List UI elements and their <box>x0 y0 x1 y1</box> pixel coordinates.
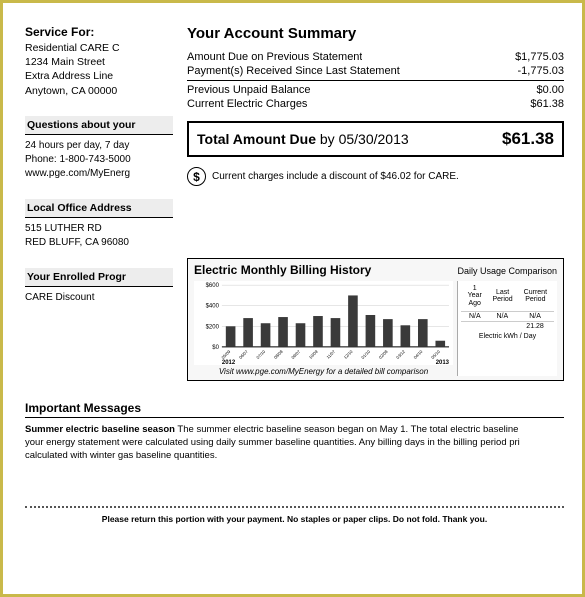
summary-row-label: Current Electric Charges <box>187 98 307 110</box>
svg-text:03/12: 03/12 <box>395 349 406 360</box>
service-for-title: Service For: <box>25 25 173 39</box>
program-line: CARE Discount <box>25 291 173 305</box>
compare-header: Last Period <box>488 285 516 307</box>
compare-cell: N/A <box>489 312 517 322</box>
questions-line: www.pge.com/MyEnerg <box>25 167 173 181</box>
service-line: Extra Address Line <box>25 69 173 83</box>
summary-row: Previous Unpaid Balance $0.00 <box>187 83 564 97</box>
office-line: RED BLUFF, CA 96080 <box>25 236 173 250</box>
svg-text:2012: 2012 <box>222 360 236 365</box>
compare-cell: N/A <box>516 312 554 322</box>
svg-text:10/09: 10/09 <box>308 349 319 360</box>
summary-row-label: Amount Due on Previous Statement <box>187 51 362 63</box>
summary-row: Current Electric Charges $61.38 <box>187 97 564 111</box>
summary-row-value: $61.38 <box>522 98 564 110</box>
svg-text:11/07: 11/07 <box>325 349 336 360</box>
total-by-date: by 05/30/2013 <box>320 131 409 147</box>
summary-row-value: $1,775.03 <box>507 51 564 63</box>
history-caption: Visit www.pge.com/MyEnergy for a detaile… <box>194 367 453 376</box>
important-messages: Important Messages Summer electric basel… <box>25 401 564 462</box>
rule-line <box>187 80 564 81</box>
questions-line: 24 hours per day, 7 day <box>25 139 173 153</box>
compare-cell <box>489 322 517 332</box>
svg-text:2013: 2013 <box>436 360 450 365</box>
total-value: $61.38 <box>502 129 554 149</box>
office-line: 515 LUTHER RD <box>25 222 173 236</box>
compare-header: 1 Year Ago <box>463 285 486 307</box>
history-subtitle: Daily Usage Comparison <box>457 266 557 276</box>
dollar-icon: $ <box>187 167 206 186</box>
svg-text:12/10: 12/10 <box>343 349 354 360</box>
summary-rows: Amount Due on Previous Statement $1,775.0… <box>187 50 564 111</box>
svg-text:07/10: 07/10 <box>255 349 266 360</box>
svg-text:$0: $0 <box>212 345 219 351</box>
compare-cell <box>461 322 489 332</box>
summary-row-label: Payment(s) Received Since Last Statement <box>187 65 400 77</box>
discount-note: Current charges include a discount of $4… <box>212 171 459 182</box>
svg-text:05/09: 05/09 <box>220 349 231 360</box>
history-bar-chart: $600 $400 $200 $005/09 06/07 07/10 08/08 09/07 1… <box>194 281 453 365</box>
usage-comparison-box: 1 Year Ago Last Period Current Period N/… <box>457 281 557 376</box>
svg-text:04/10: 04/10 <box>413 349 424 360</box>
svg-text:08/08: 08/08 <box>273 349 284 360</box>
history-title: Electric Monthly Billing History <box>194 263 371 277</box>
important-bold: Summer electric baseline season <box>25 424 175 435</box>
svg-text:06/07: 06/07 <box>238 349 249 360</box>
total-amount-due-box: Total Amount Due by 05/30/2013 $61.38 <box>187 121 564 157</box>
questions-heading: Questions about your <box>25 116 173 135</box>
compare-header: Current Period <box>519 285 552 307</box>
enrolled-programs-heading: Your Enrolled Progr <box>25 268 173 287</box>
svg-text:05/10: 05/10 <box>430 349 441 360</box>
svg-text:01/10: 01/10 <box>360 349 371 360</box>
billing-history-box: Electric Monthly Billing History Daily U… <box>187 258 564 381</box>
svg-text:$400: $400 <box>206 304 220 310</box>
svg-text:09/07: 09/07 <box>290 349 301 360</box>
total-label: Total Amount Due <box>197 131 316 147</box>
important-text: your energy statement were calculated us… <box>25 437 564 450</box>
compare-footer: Electric kWh / Day <box>461 333 554 340</box>
service-line: Residential CARE C <box>25 41 173 55</box>
svg-text:$600: $600 <box>206 283 220 289</box>
service-line: Anytown, CA 00000 <box>25 84 173 98</box>
local-office-heading: Local Office Address <box>25 199 173 218</box>
questions-line: Phone: 1-800-743-5000 <box>25 153 173 167</box>
compare-cell: N/A <box>461 312 489 322</box>
summary-row-value: $0.00 <box>528 84 564 96</box>
svg-text:$200: $200 <box>206 324 220 330</box>
service-line: 1234 Main Street <box>25 55 173 69</box>
return-note: Please return this portion with your pay… <box>25 514 564 524</box>
tear-off-separator <box>25 506 564 508</box>
summary-row-label: Previous Unpaid Balance <box>187 84 311 96</box>
account-summary-title: Your Account Summary <box>187 25 564 42</box>
important-text: The summer electric baseline season bega… <box>175 424 518 435</box>
svg-text:02/08: 02/08 <box>378 349 389 360</box>
important-text: calculated with winter gas baseline quan… <box>25 450 564 463</box>
compare-cell: 21.28 <box>516 322 554 332</box>
summary-row: Payment(s) Received Since Last Statement… <box>187 64 564 78</box>
summary-row-value: -1,775.03 <box>510 65 564 77</box>
important-title: Important Messages <box>25 401 564 418</box>
summary-row: Amount Due on Previous Statement $1,775.0… <box>187 50 564 64</box>
